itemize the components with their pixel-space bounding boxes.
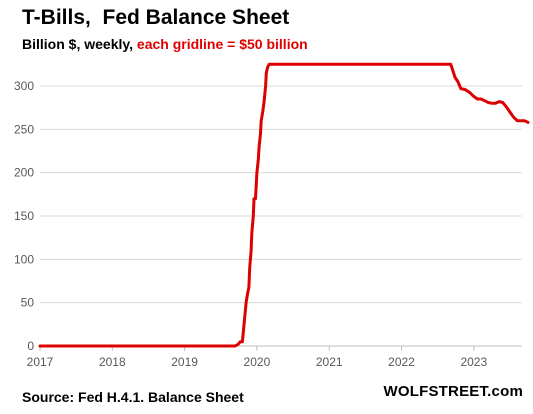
subtitle-gridline-note: each gridline = $50 billion — [136, 36, 308, 52]
x-tick-label-2021: 2021 — [316, 355, 343, 369]
y-tick-label-300: 300 — [14, 79, 34, 93]
x-tick-label-2019: 2019 — [171, 355, 198, 369]
x-tick-label-2020: 2020 — [244, 355, 271, 369]
y-tick-label-250: 250 — [14, 122, 34, 136]
y-tick-label-200: 200 — [14, 166, 34, 180]
x-tick-label-2023: 2023 — [460, 355, 487, 369]
y-axis: 0 50 100 150 200 250 300 — [14, 79, 34, 353]
gridlines — [40, 85, 522, 304]
y-tick-label-0: 0 — [27, 339, 34, 353]
x-tick-label-2017: 2017 — [27, 355, 54, 369]
source-note: Source: Fed H.4.1. Balance Sheet — [22, 389, 244, 405]
x-axis: 2017 2018 2019 2020 2021 2022 2023 — [27, 345, 522, 369]
series-group — [38, 62, 530, 348]
subtitle-units: Billion $, weekly, — [22, 36, 137, 52]
chart-subtitle: Billion $, weekly, each gridline = $50 b… — [22, 36, 308, 52]
x-tick-label-2018: 2018 — [99, 355, 126, 369]
brand-label: WOLFSTREET.com — [383, 383, 523, 400]
y-tick-label-100: 100 — [14, 252, 34, 266]
chart-title: T-Bills, Fed Balance Sheet — [22, 6, 290, 29]
x-tick-label-2022: 2022 — [388, 355, 415, 369]
series-line-0 — [38, 62, 530, 348]
y-tick-label-150: 150 — [14, 209, 34, 223]
y-tick-label-50: 50 — [21, 296, 35, 310]
